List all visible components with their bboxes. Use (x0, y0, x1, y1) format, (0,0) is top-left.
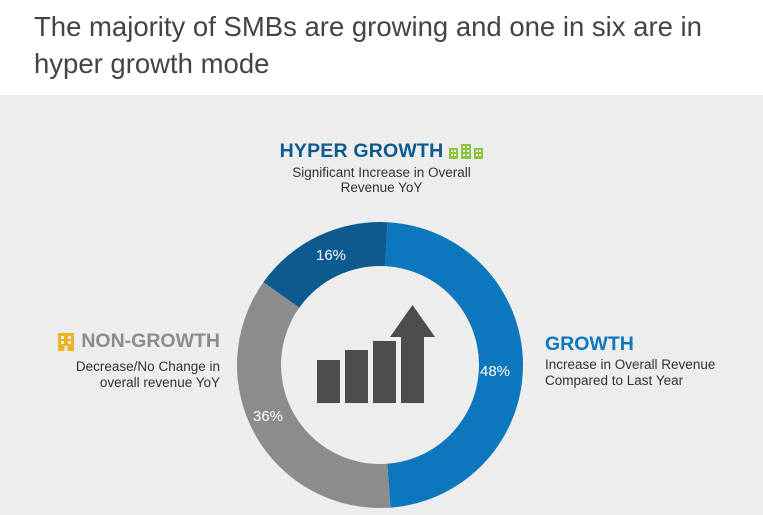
growth-subtitle-line2: Compared to Last Year (545, 373, 684, 388)
slice-value-hyper-growth: 16% (316, 247, 346, 264)
growth-bar-chart-arrow-icon (317, 305, 435, 403)
non-growth-subtitle-line1: Decrease/No Change in (75, 358, 220, 374)
non-growth-subtitle-line2: overall revenue YoY (99, 374, 220, 390)
growth-title: GROWTH (545, 333, 634, 355)
page-title: The majority of SMBs are growing and one… (34, 11, 702, 79)
chart-panel (0, 95, 763, 515)
donut-slice-growth (385, 222, 523, 508)
growth-label: GROWTH Increase in Overall Revenue Compa… (545, 333, 760, 389)
hyper-growth-title: HYPER GROWTH (279, 140, 444, 162)
donut-slice-non-growth (237, 282, 391, 508)
buildings-icon (449, 144, 484, 159)
growth-subtitle-line1: Increase in Overall Revenue (545, 357, 716, 372)
donut-slice-hyper-growth (263, 222, 388, 308)
non-growth-title: NON-GROWTH (81, 330, 220, 352)
slice-value-growth: 48% (480, 363, 510, 380)
building-icon (58, 332, 75, 351)
hyper-growth-label: HYPER GROWTH Significant Increase in Ove… (0, 140, 763, 195)
slice-value-non-growth: 36% (253, 408, 283, 425)
hyper-growth-subtitle: Significant Increase in Overall Revenue … (292, 165, 471, 195)
non-growth-label: NON-GROWTH Decrease/No Change in overall… (24, 330, 220, 391)
